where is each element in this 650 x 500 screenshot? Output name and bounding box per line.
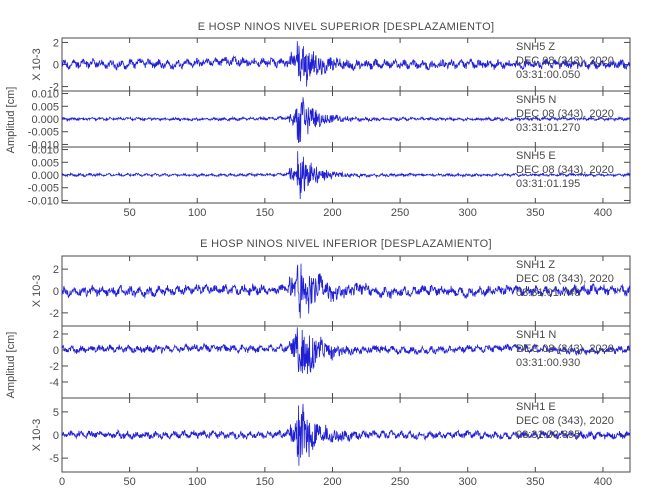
y-tick-label: -0.005 xyxy=(28,127,59,139)
y-tick-label: 0.005 xyxy=(31,101,59,113)
y-tick-label: -0.010 xyxy=(28,195,59,207)
x-tick-label: 150 xyxy=(256,207,274,219)
panel-snh5-z: -2 0 2 X 10-3 SNH5 Z DEC 08 (343), 2020 03:31:… xyxy=(31,37,631,94)
waveform-trace xyxy=(61,41,631,87)
x-tick-label: 250 xyxy=(391,207,409,219)
y-tick-label: -2 xyxy=(49,308,59,320)
station-component-label: SNH1 E xyxy=(516,401,556,413)
station-date-label: DEC 08 (343), 2020 xyxy=(516,273,614,285)
station-time-label: 03:31:00.050 xyxy=(516,69,580,81)
y-tick-label: -5 xyxy=(49,453,59,465)
y-tick-label: 0.010 xyxy=(31,145,59,157)
x-tick-label: 400 xyxy=(594,207,612,219)
y-axis-label: Amplitud [cm] xyxy=(5,332,17,399)
station-time-label: 03:31:01.740 xyxy=(516,287,580,299)
x-tick-label: 350 xyxy=(526,476,544,488)
station-component-label: SNH5 E xyxy=(516,150,556,162)
y-tick-label: -2 xyxy=(49,82,59,94)
y-tick-label: 0 xyxy=(53,286,59,298)
x-tick-label: 0 xyxy=(59,476,65,488)
x-tick-label: 400 xyxy=(594,476,612,488)
y-tick-label: 2 xyxy=(53,37,59,49)
y-tick-label: -2 xyxy=(49,361,59,373)
station-time-label: 03:31:01.270 xyxy=(516,122,580,134)
station-component-label: SNH5 N xyxy=(516,94,556,106)
panel-snh1-z: -2 0 2 X 10-3 SNH1 Z DEC 08 (343), 2020 03:31:… xyxy=(31,255,631,327)
x-tick-label: 100 xyxy=(188,207,206,219)
y-tick-label: 0.010 xyxy=(31,89,59,101)
station-component-label: SNH1 N xyxy=(516,329,556,341)
station-component-label: SNH1 Z xyxy=(516,259,555,271)
panel-snh1-n: -4 -2 0 2 SNH1 N DEC 08 (343), 2020 03:31:00.9… xyxy=(49,325,631,399)
y-tick-label: 0.000 xyxy=(31,170,59,182)
waveform-trace xyxy=(61,403,631,466)
y-tick-label: 0.000 xyxy=(31,114,59,126)
x-tick-label: 250 xyxy=(391,476,409,488)
station-date-label: DEC 08 (343), 2020 xyxy=(516,108,614,120)
x-tick-label: 300 xyxy=(459,207,477,219)
y-tick-label: 0 xyxy=(53,60,59,72)
scale-factor-label: X 10-3 xyxy=(31,48,43,80)
x-tick-label: 100 xyxy=(188,476,206,488)
y-tick-label: 0 xyxy=(53,345,59,357)
x-tick-label: 350 xyxy=(526,207,544,219)
chart-title: E HOSP NINOS NIVEL SUPERIOR [DESPLAZAMIE… xyxy=(198,21,495,33)
scale-factor-label: X 10-3 xyxy=(31,419,43,451)
station-time-label: 03:31:00.895 xyxy=(516,429,580,441)
waveform-trace xyxy=(61,97,631,144)
station-date-label: DEC 08 (343), 2020 xyxy=(516,164,614,176)
y-tick-label: 2 xyxy=(53,329,59,341)
x-tick-label: 50 xyxy=(123,207,135,219)
chart-title: E HOSP NINOS NIVEL INFERIOR [DESPLAZAMIE… xyxy=(200,238,492,250)
y-tick-label: -4 xyxy=(49,377,59,389)
waveform-trace xyxy=(61,263,631,319)
y-tick-label: -0.010 xyxy=(28,139,59,151)
x-tick-label: 50 xyxy=(123,476,135,488)
station-date-label: DEC 08 (343), 2020 xyxy=(516,55,614,67)
x-tick-label: 200 xyxy=(323,476,341,488)
seismogram-chart-2: E HOSP NINOS NIVEL INFERIOR [DESPLAZAMIE… xyxy=(5,238,631,488)
y-tick-label: 5 xyxy=(53,407,59,419)
x-tick-label: 300 xyxy=(459,476,477,488)
seismogram-chart-1: E HOSP NINOS NIVEL SUPERIOR [DESPLAZAMIE… xyxy=(5,21,631,219)
station-time-label: 03:31:00.930 xyxy=(516,357,580,369)
y-axis-label: Amplitud [cm] xyxy=(5,87,17,154)
x-tick-label: 150 xyxy=(256,476,274,488)
y-tick-label: 0 xyxy=(53,430,59,442)
waveform-trace xyxy=(61,151,631,200)
scale-factor-label: X 10-3 xyxy=(31,275,43,307)
station-time-label: 03:31:01.195 xyxy=(516,178,580,190)
station-date-label: DEC 08 (343), 2020 xyxy=(516,343,614,355)
y-tick-label: -0.005 xyxy=(28,183,59,195)
station-component-label: SNH5 Z xyxy=(516,41,555,53)
y-tick-label: 2 xyxy=(53,264,59,276)
panel-snh1-e: -5 0 5 X 10-3 SNH1 E DEC 08 (343), 2020 03:31:… xyxy=(31,397,631,473)
y-tick-label: 0.005 xyxy=(31,157,59,169)
waveform-trace xyxy=(62,327,631,375)
x-tick-label: 200 xyxy=(323,207,341,219)
station-date-label: DEC 08 (343), 2020 xyxy=(516,415,614,427)
